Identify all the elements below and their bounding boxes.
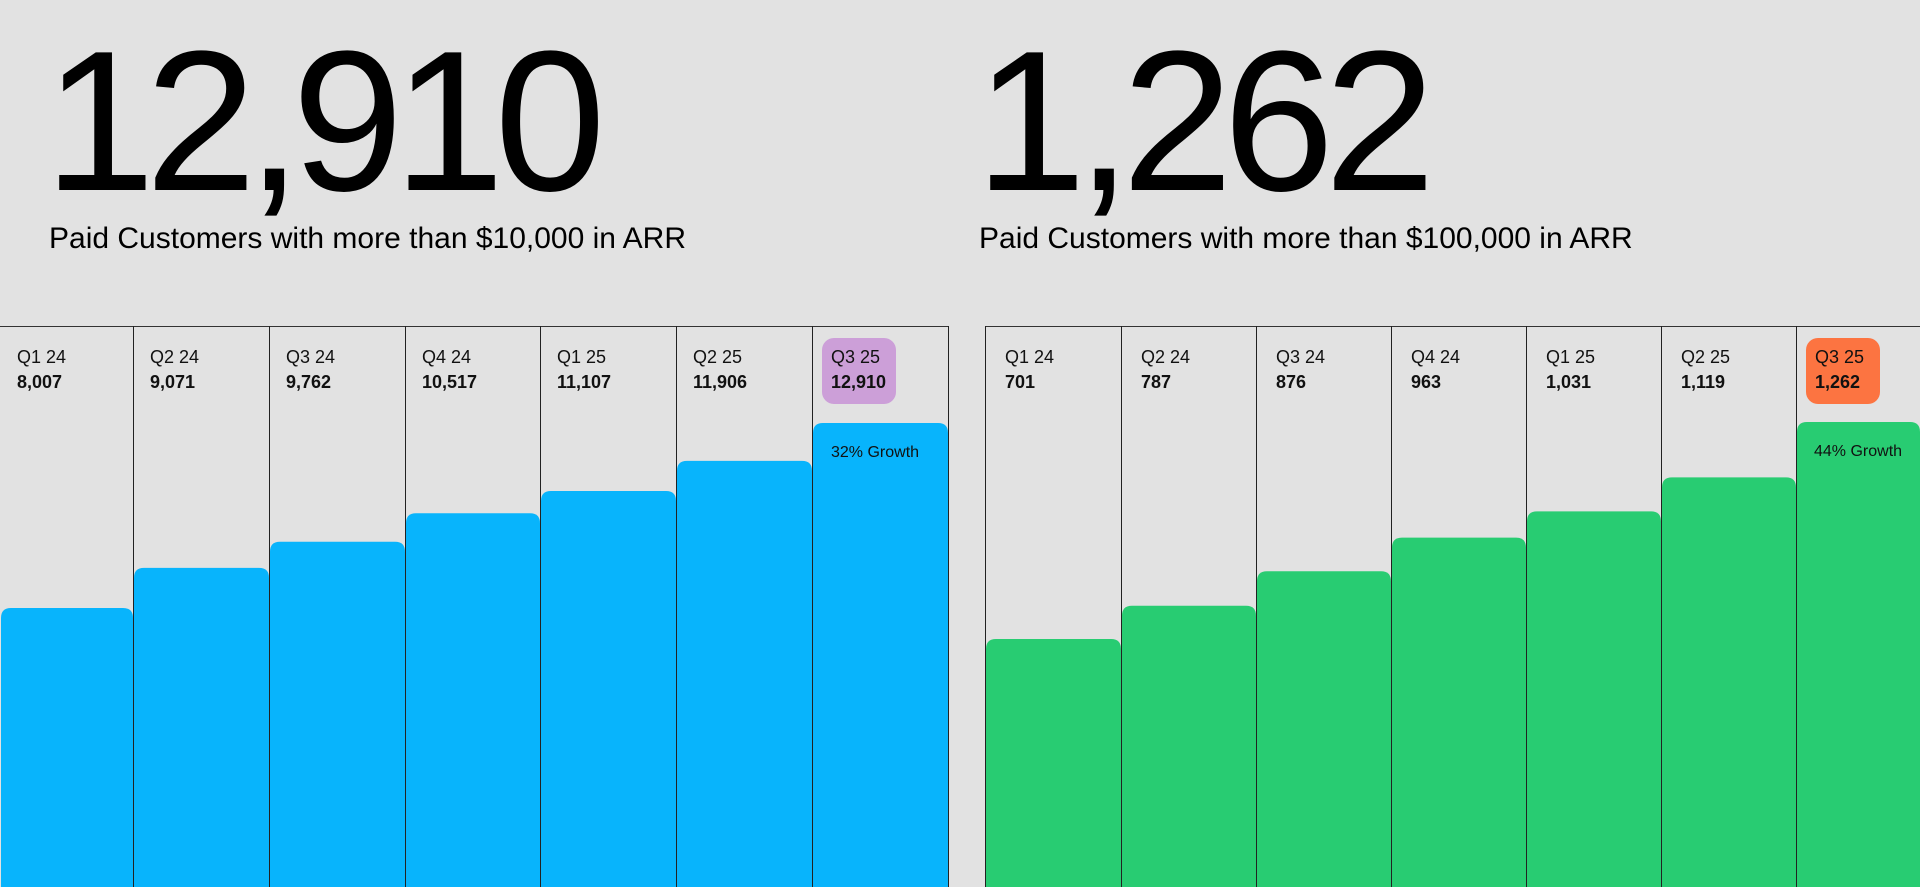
quarter-label: Q1 25 <box>557 347 606 367</box>
quarter-label: Q2 25 <box>1681 347 1730 367</box>
subtitle-10k: Paid Customers with more than $10,000 in… <box>49 222 686 255</box>
quarter-label: Q4 24 <box>422 347 471 367</box>
growth-annotation: 32% Growth <box>831 444 919 461</box>
value-label: 9,071 <box>150 372 195 392</box>
quarter-label: Q3 25 <box>831 347 880 367</box>
value-label: 8,007 <box>17 372 62 392</box>
quarter-label: Q1 25 <box>1546 347 1595 367</box>
bar-q3-24 <box>270 541 405 887</box>
bar-q4-24 <box>406 513 540 887</box>
quarter-label: Q2 24 <box>1141 347 1190 367</box>
bar-q4-24 <box>1392 537 1526 887</box>
quarter-label: Q3 24 <box>1276 347 1325 367</box>
subtitle-100k: Paid Customers with more than $100,000 i… <box>979 222 1633 255</box>
bar-q2-24 <box>1122 605 1256 887</box>
value-label: 10,517 <box>422 372 477 392</box>
bar-q3-24 <box>1257 571 1391 887</box>
bar-q1-25 <box>541 491 676 887</box>
value-label: 11,107 <box>557 372 611 392</box>
value-label: 1,031 <box>1546 372 1591 392</box>
value-label: 701 <box>1005 372 1035 392</box>
value-label: 787 <box>1141 372 1171 392</box>
highlight-badge <box>822 338 896 404</box>
quarter-label: Q1 24 <box>17 347 66 367</box>
bar-q1-24 <box>1 608 133 887</box>
growth-annotation: 44% Growth <box>1814 443 1902 460</box>
value-label: 876 <box>1276 372 1306 392</box>
bar-chart-10k: Q1 24 8,007 Q2 24 9,071 Q3 24 9,762 Q4 24 10,51… <box>0 326 949 887</box>
bar-q3-25 <box>1797 422 1920 887</box>
bar-chart-svg-100k: Q1 24 701 Q2 24 787 Q3 24 876 Q4 24 963 Q1 25 1,0… <box>985 326 1920 887</box>
quarter-label: Q3 24 <box>286 347 335 367</box>
value-label: 12,910 <box>831 372 886 392</box>
quarter-label: Q2 24 <box>150 347 199 367</box>
quarter-label: Q2 25 <box>693 347 742 367</box>
value-label: 1,119 <box>1681 372 1725 392</box>
bar-chart-svg-10k: Q1 24 8,007 Q2 24 9,071 Q3 24 9,762 Q4 24 10,51… <box>0 326 949 887</box>
bar-q2-25 <box>677 460 812 887</box>
value-label: 11,906 <box>693 372 747 392</box>
value-label: 963 <box>1411 372 1441 392</box>
value-label: 9,762 <box>286 372 331 392</box>
highlight-badge <box>1806 338 1880 404</box>
bar-q2-24 <box>134 567 269 887</box>
value-label: 1,262 <box>1815 372 1860 392</box>
quarter-label: Q1 24 <box>1005 347 1054 367</box>
headline-number-10k: 12,910 <box>44 10 606 233</box>
bar-q1-24 <box>986 639 1121 887</box>
bar-q3-25 <box>813 423 948 887</box>
bar-q2-25 <box>1662 477 1796 887</box>
quarter-label: Q4 24 <box>1411 347 1460 367</box>
headline-number-100k: 1,262 <box>975 10 1435 233</box>
bar-chart-100k: Q1 24 701 Q2 24 787 Q3 24 876 Q4 24 963 Q1 25 1,0… <box>985 326 1920 887</box>
quarter-label: Q3 25 <box>1815 347 1864 367</box>
bar-q1-25 <box>1527 511 1661 887</box>
